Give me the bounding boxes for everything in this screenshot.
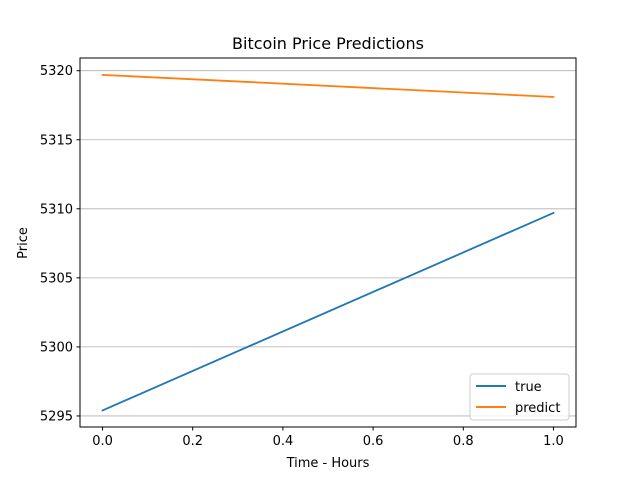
chart-title: Bitcoin Price Predictions [232,34,424,53]
y-tick-label: 5305 [40,271,73,286]
grid-layer [80,70,576,417]
x-tick-label: 0.0 [92,434,113,449]
plot-area-frame [79,57,577,428]
y-tick-label: 5295 [40,409,73,424]
x-tick-label: 0.8 [453,434,474,449]
x-tick-label: 0.4 [273,434,294,449]
y-tick-label: 5310 [40,202,73,217]
y-tick-label: 5315 [40,133,73,148]
tick-layer: 5295 5300 5305 5310 5315 5320 0.0 0.2 0.4 0.6 0.8 1… [40,64,564,449]
series-line-predict [101,73,555,98]
series-layer [101,73,555,412]
x-tick-label: 0.2 [182,434,203,449]
legend-label-predict: predict [515,401,560,416]
y-axis-label: Price [16,227,31,259]
x-axis-label: Time - Hours [286,456,370,471]
legend: true predict [469,373,570,421]
y-tick-label: 5320 [40,64,73,79]
legend-label-true: true [515,380,542,395]
x-tick-label: 0.6 [363,434,384,449]
series-line-true [101,211,555,412]
y-tick-label: 5300 [40,340,73,355]
x-tick-label: 1.0 [543,434,564,449]
